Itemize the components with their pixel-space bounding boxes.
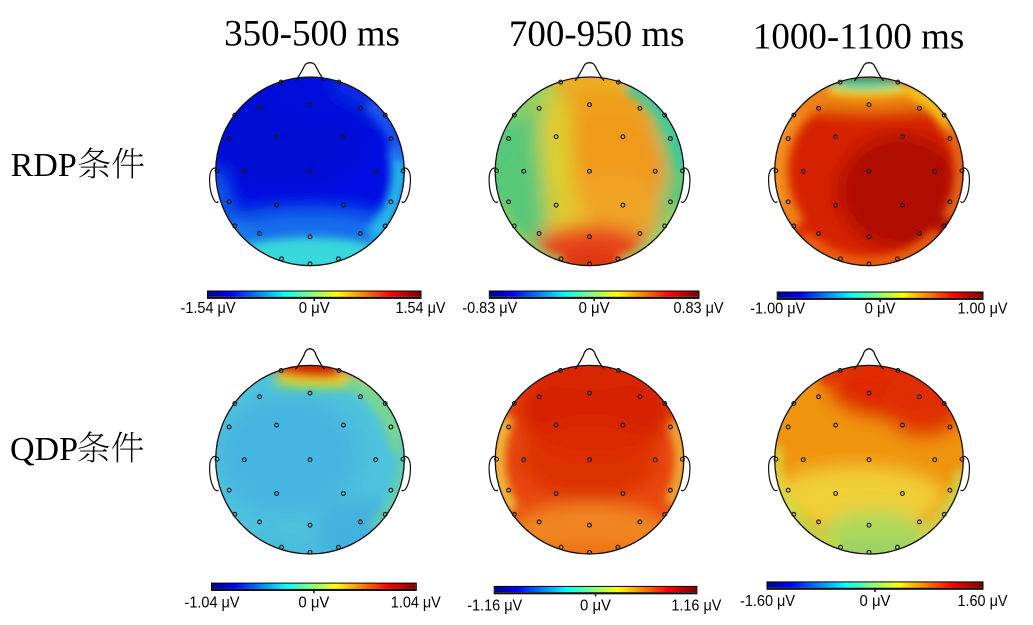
svg-text:1.60 μV: 1.60 μV bbox=[958, 593, 1009, 610]
svg-text:700-950 ms: 700-950 ms bbox=[509, 14, 685, 55]
svg-text:0 μV: 0 μV bbox=[579, 300, 611, 317]
svg-text:1.54 μV: 1.54 μV bbox=[396, 300, 447, 317]
svg-text:-0.83 μV: -0.83 μV bbox=[462, 300, 518, 317]
svg-text:-1.04 μV: -1.04 μV bbox=[185, 594, 241, 611]
svg-text:RDP: RDP bbox=[11, 147, 77, 184]
svg-text:0 μV: 0 μV bbox=[580, 597, 612, 614]
svg-text:0 μV: 0 μV bbox=[298, 594, 330, 611]
svg-text:QDP: QDP bbox=[10, 431, 78, 468]
svg-text:1000-1100 ms: 1000-1100 ms bbox=[753, 17, 964, 58]
svg-text:-1.16 μV: -1.16 μV bbox=[467, 597, 523, 614]
svg-text:1.00 μV: 1.00 μV bbox=[958, 300, 1009, 317]
svg-text:0.83 μV: 0.83 μV bbox=[674, 300, 725, 317]
svg-text:1.04 μV: 1.04 μV bbox=[391, 594, 442, 611]
svg-text:-1.60 μV: -1.60 μV bbox=[740, 593, 796, 610]
svg-text:0 μV: 0 μV bbox=[299, 300, 331, 317]
svg-text:0 μV: 0 μV bbox=[860, 593, 892, 610]
svg-text:350-500 ms: 350-500 ms bbox=[224, 14, 400, 55]
svg-text:-1.00 μV: -1.00 μV bbox=[750, 300, 806, 317]
svg-text:1.16 μV: 1.16 μV bbox=[671, 597, 722, 614]
svg-text:0 μV: 0 μV bbox=[865, 300, 897, 317]
svg-text:-1.54 μV: -1.54 μV bbox=[181, 300, 237, 317]
